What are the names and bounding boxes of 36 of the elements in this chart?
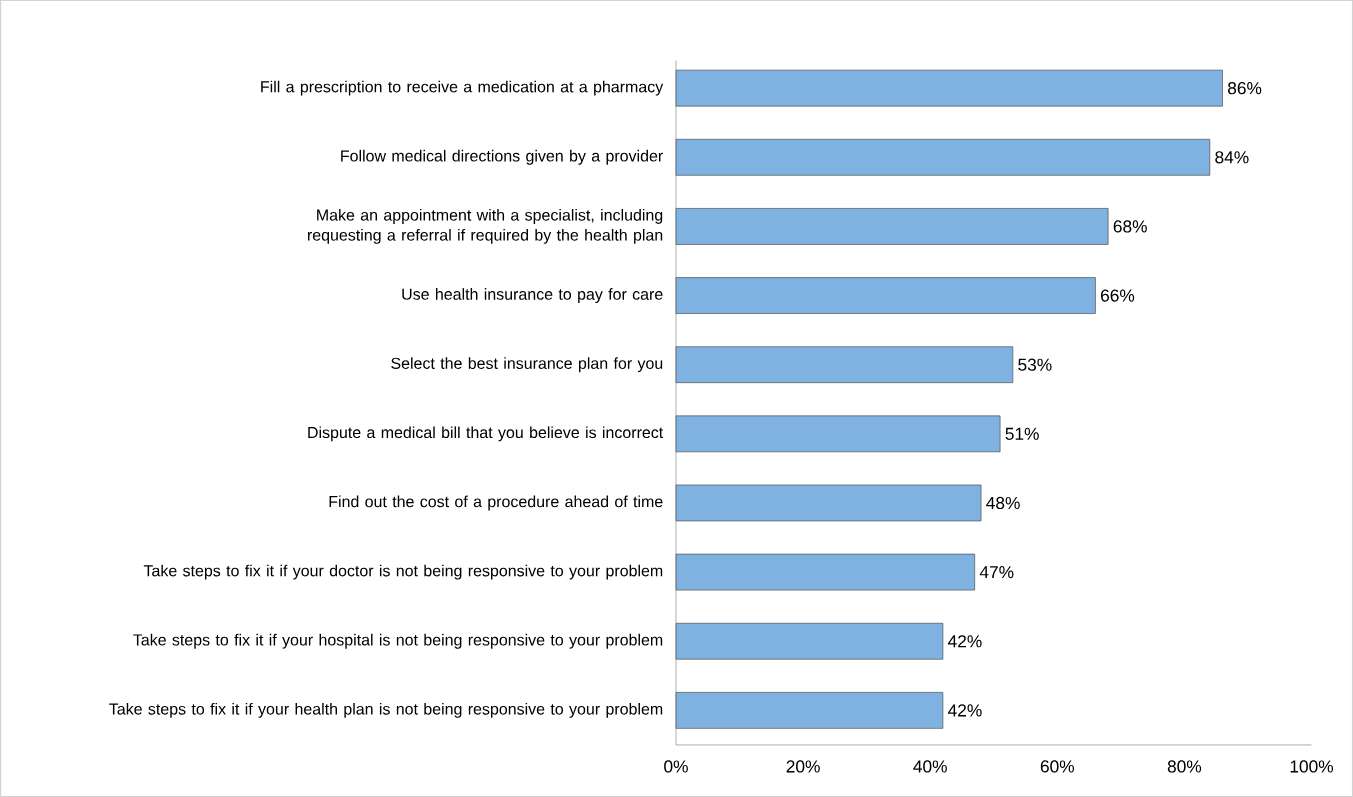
- bar: [675, 622, 944, 660]
- y-tick-label: Take steps to fix it if your health plan is not being responsive to your problem: [109, 702, 663, 718]
- y-tick-label: Make an appointment with a specialist, including requesting a referral if required by the health plan: [308, 208, 663, 244]
- y-tick-label: Select the best insurance plan for you: [391, 357, 663, 372]
- x-tick-label: 60%: [1040, 760, 1075, 773]
- bar: [675, 346, 1014, 383]
- y-tick-label: Follow medical directions given by a provider: [341, 149, 663, 165]
- bar: [675, 69, 1223, 107]
- bar: [675, 484, 982, 522]
- data-label: 47%: [979, 565, 1014, 578]
- y-tick-label: Use health insurance to pay for care: [402, 287, 663, 303]
- bar: [675, 277, 1096, 314]
- x-tick-label: 40%: [913, 760, 947, 773]
- y-tick-label: Dispute a medical bill that you believe is incorrect: [308, 426, 664, 442]
- x-tick-label: 80%: [1167, 760, 1202, 773]
- data-label: 86%: [1227, 81, 1262, 95]
- data-label: 51%: [1005, 427, 1039, 440]
- y-tick-label: Fill a prescription to receive a medication at a pharmacy: [261, 80, 664, 96]
- y-tick-label: Find out the cost of a procedure ahead of time: [329, 495, 663, 511]
- x-tick-label: 0%: [664, 760, 688, 773]
- bar: [675, 415, 1001, 452]
- bar: [675, 138, 1211, 176]
- data-label: 42%: [948, 634, 982, 648]
- bar: [675, 691, 944, 729]
- data-label: 84%: [1215, 150, 1249, 164]
- x-tick-label: 100%: [1290, 760, 1334, 773]
- data-label: 66%: [1101, 289, 1135, 302]
- data-label: 53%: [1018, 358, 1052, 371]
- x-tick-label: 20%: [786, 760, 820, 773]
- bar: [675, 207, 1109, 245]
- data-label: 48%: [986, 496, 1020, 509]
- data-label: 42%: [948, 704, 982, 717]
- data-label: 68%: [1113, 220, 1147, 233]
- bar: [675, 553, 976, 591]
- y-tick-label: Take steps to fix it if your doctor is not being responsive to your problem: [143, 564, 663, 580]
- y-tick-label: Take steps to fix it if your hospital is not being responsive to your problem: [133, 633, 663, 649]
